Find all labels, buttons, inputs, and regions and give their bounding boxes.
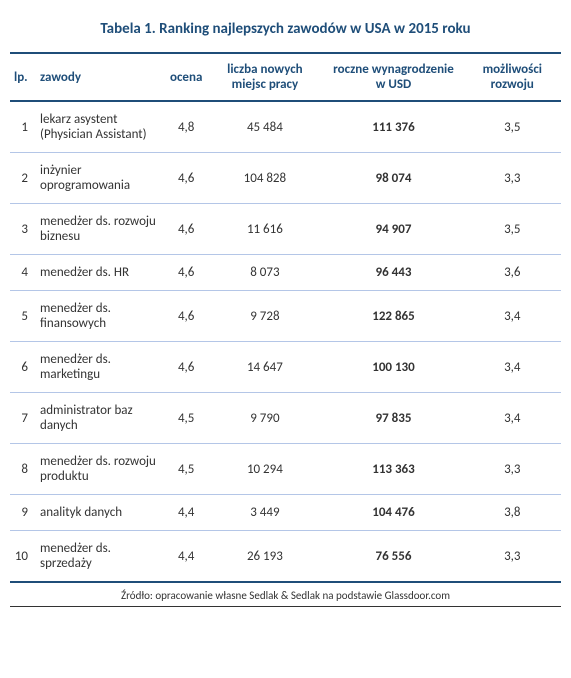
cell-lp: 6 [10, 342, 36, 393]
table-row: 6menedżer ds. marketingu4,614 647100 130… [10, 342, 561, 393]
source-note: Źródło: opracowanie własne Sedlak & Sedl… [10, 583, 561, 607]
cell-growth: 3,4 [464, 342, 561, 393]
cell-name: menedżer ds. rozwoju biznesu [36, 204, 166, 255]
ranking-table: lp. zawody ocena liczba nowych miejsc pr… [10, 52, 561, 583]
cell-score: 4,6 [166, 153, 206, 204]
cell-salary: 97 835 [323, 393, 463, 444]
cell-salary: 76 556 [323, 531, 463, 583]
cell-jobs: 11 616 [206, 204, 323, 255]
cell-growth: 3,8 [464, 495, 561, 531]
cell-lp: 9 [10, 495, 36, 531]
cell-jobs: 8 073 [206, 255, 323, 291]
cell-score: 4,4 [166, 495, 206, 531]
table-row: 8menedżer ds. rozwoju produktu4,510 2941… [10, 444, 561, 495]
cell-name: menedżer ds. marketingu [36, 342, 166, 393]
cell-score: 4,6 [166, 204, 206, 255]
col-name: zawody [36, 53, 166, 101]
cell-salary: 104 476 [323, 495, 463, 531]
table-row: 3menedżer ds. rozwoju biznesu4,611 61694… [10, 204, 561, 255]
col-score: ocena [166, 53, 206, 101]
cell-jobs: 3 449 [206, 495, 323, 531]
table-row: 4menedżer ds. HR4,68 07396 4433,6 [10, 255, 561, 291]
cell-salary: 96 443 [323, 255, 463, 291]
cell-salary: 94 907 [323, 204, 463, 255]
cell-growth: 3,4 [464, 291, 561, 342]
table-row: 10menedżer ds. sprzedaży4,426 19376 5563… [10, 531, 561, 583]
cell-lp: 3 [10, 204, 36, 255]
cell-name: analityk danych [36, 495, 166, 531]
cell-score: 4,5 [166, 444, 206, 495]
table-row: 2inżynier oprogramowania4,6104 82898 074… [10, 153, 561, 204]
cell-growth: 3,5 [464, 204, 561, 255]
cell-salary: 98 074 [323, 153, 463, 204]
table-title: Tabela 1. Ranking najlepszych zawodów w … [10, 10, 561, 52]
cell-growth: 3,3 [464, 153, 561, 204]
cell-growth: 3,5 [464, 101, 561, 153]
cell-lp: 5 [10, 291, 36, 342]
cell-score: 4,6 [166, 291, 206, 342]
table-row: 7administrator baz danych4,59 79097 8353… [10, 393, 561, 444]
cell-name: menedżer ds. sprzedaży [36, 531, 166, 583]
header-row: lp. zawody ocena liczba nowych miejsc pr… [10, 53, 561, 101]
cell-name: administrator baz danych [36, 393, 166, 444]
cell-name: menedżer ds. finansowych [36, 291, 166, 342]
col-lp: lp. [10, 53, 36, 101]
cell-score: 4,4 [166, 531, 206, 583]
cell-salary: 113 363 [323, 444, 463, 495]
col-growth: możliwości rozwoju [464, 53, 561, 101]
cell-jobs: 26 193 [206, 531, 323, 583]
cell-name: menedżer ds. rozwoju produktu [36, 444, 166, 495]
cell-jobs: 14 647 [206, 342, 323, 393]
cell-growth: 3,4 [464, 393, 561, 444]
cell-lp: 7 [10, 393, 36, 444]
cell-lp: 4 [10, 255, 36, 291]
cell-score: 4,5 [166, 393, 206, 444]
cell-jobs: 9 728 [206, 291, 323, 342]
cell-jobs: 104 828 [206, 153, 323, 204]
cell-jobs: 9 790 [206, 393, 323, 444]
cell-salary: 122 865 [323, 291, 463, 342]
cell-growth: 3,3 [464, 531, 561, 583]
cell-name: menedżer ds. HR [36, 255, 166, 291]
cell-lp: 8 [10, 444, 36, 495]
col-salary: roczne wynagrodzenie w USD [323, 53, 463, 101]
cell-salary: 111 376 [323, 101, 463, 153]
cell-jobs: 10 294 [206, 444, 323, 495]
table-body: 1lekarz asystent (Physician Assistant)4,… [10, 101, 561, 582]
table-row: 5menedżer ds. finansowych4,69 728122 865… [10, 291, 561, 342]
table-row: 9analityk danych4,43 449104 4763,8 [10, 495, 561, 531]
cell-name: inżynier oprogramowania [36, 153, 166, 204]
cell-lp: 2 [10, 153, 36, 204]
cell-score: 4,8 [166, 101, 206, 153]
cell-name: lekarz asystent (Physician Assistant) [36, 101, 166, 153]
cell-salary: 100 130 [323, 342, 463, 393]
cell-score: 4,6 [166, 342, 206, 393]
cell-growth: 3,6 [464, 255, 561, 291]
cell-lp: 1 [10, 101, 36, 153]
col-jobs: liczba nowych miejsc pracy [206, 53, 323, 101]
table-row: 1lekarz asystent (Physician Assistant)4,… [10, 101, 561, 153]
cell-jobs: 45 484 [206, 101, 323, 153]
cell-growth: 3,3 [464, 444, 561, 495]
cell-score: 4,6 [166, 255, 206, 291]
cell-lp: 10 [10, 531, 36, 583]
